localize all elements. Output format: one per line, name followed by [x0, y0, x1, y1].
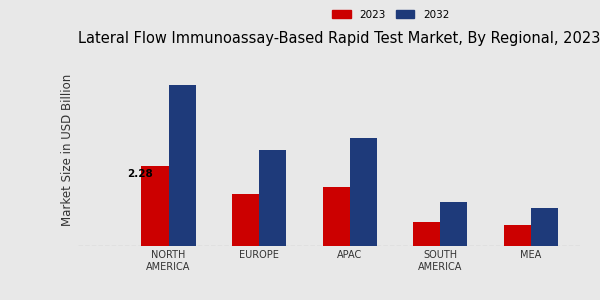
Bar — [531, 208, 558, 246]
Bar — [232, 194, 259, 246]
Bar — [440, 202, 467, 246]
Y-axis label: Market Size in USD Billion: Market Size in USD Billion — [61, 74, 74, 226]
Bar — [169, 85, 196, 246]
Bar — [413, 222, 440, 246]
Text: Lateral Flow Immunoassay-Based Rapid Test Market, By Regional, 2023 & 2032: Lateral Flow Immunoassay-Based Rapid Tes… — [78, 31, 600, 46]
Bar — [142, 167, 169, 246]
Bar — [259, 150, 286, 246]
Bar — [350, 138, 377, 246]
Text: 2.28: 2.28 — [127, 169, 153, 179]
Bar — [323, 188, 350, 246]
Legend: 2023, 2032: 2023, 2032 — [328, 5, 454, 24]
Bar — [503, 225, 531, 246]
